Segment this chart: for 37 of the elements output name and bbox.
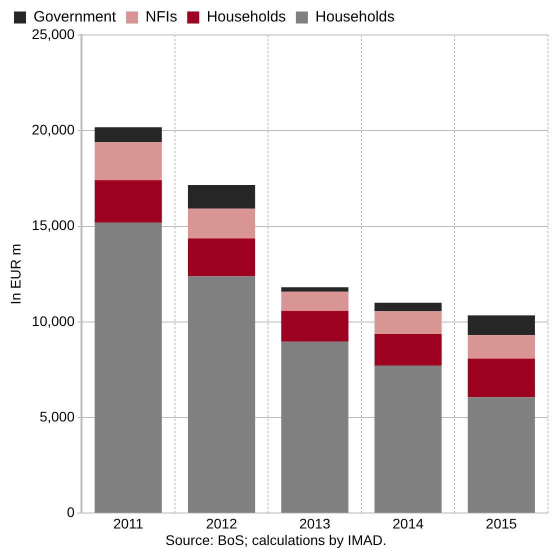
bar: [468, 315, 535, 336]
legend-label: NFIs: [146, 8, 178, 26]
bar: [374, 302, 442, 312]
bar: [281, 292, 348, 311]
y-tick-label: 0: [66, 504, 75, 520]
bar: [468, 335, 535, 359]
bar: [188, 208, 256, 239]
legend-label: Government: [34, 8, 117, 26]
bar: [94, 142, 162, 180]
legend-label: Households: [315, 8, 395, 26]
bar: [94, 180, 162, 222]
x-tick-label: 2014: [392, 515, 424, 532]
x-tick-label: 2013: [299, 515, 331, 532]
bar: [468, 397, 535, 513]
source-note: Source: BoS; calculations by IMAD.: [164, 532, 388, 548]
bar: [188, 238, 256, 276]
bar: [94, 127, 162, 142]
x-tick-label: 2011: [113, 515, 144, 532]
x-tick-label: 2015: [486, 515, 518, 532]
bar: [188, 276, 256, 513]
bar: [281, 342, 348, 513]
bar: [374, 334, 442, 366]
y-tick-label: 20,000: [32, 122, 75, 138]
y-tick-label: 25,000: [32, 26, 75, 42]
bar: [188, 184, 256, 209]
bar: [94, 222, 162, 513]
bar: [374, 311, 442, 334]
bar: [281, 287, 348, 292]
bar: [281, 310, 348, 342]
y-axis-title: In EUR m: [7, 244, 24, 304]
legend-label: Households: [206, 8, 286, 26]
bar: [468, 358, 535, 398]
y-tick-label: 15,000: [32, 217, 75, 234]
y-tick-label: 5,000: [40, 408, 75, 424]
y-tick-label: 10,000: [32, 312, 75, 329]
x-tick-label: 2012: [206, 515, 238, 532]
bar: [374, 366, 442, 513]
